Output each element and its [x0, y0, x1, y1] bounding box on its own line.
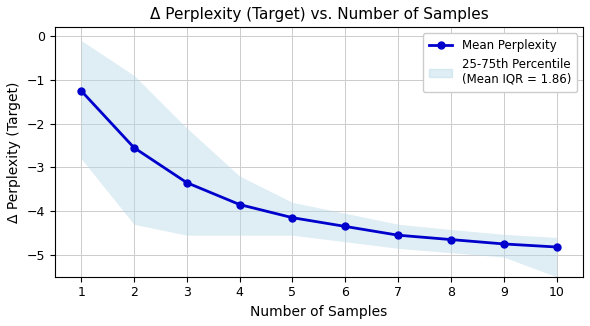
Title: Δ Perplexity (Target) vs. Number of Samples: Δ Perplexity (Target) vs. Number of Samp… [149, 7, 489, 22]
Legend: Mean Perplexity, 25-75th Percentile
(Mean IQR = 1.86): Mean Perplexity, 25-75th Percentile (Mea… [423, 33, 577, 92]
X-axis label: Number of Samples: Number of Samples [250, 305, 388, 319]
Y-axis label: Δ Perplexity (Target): Δ Perplexity (Target) [7, 82, 21, 223]
